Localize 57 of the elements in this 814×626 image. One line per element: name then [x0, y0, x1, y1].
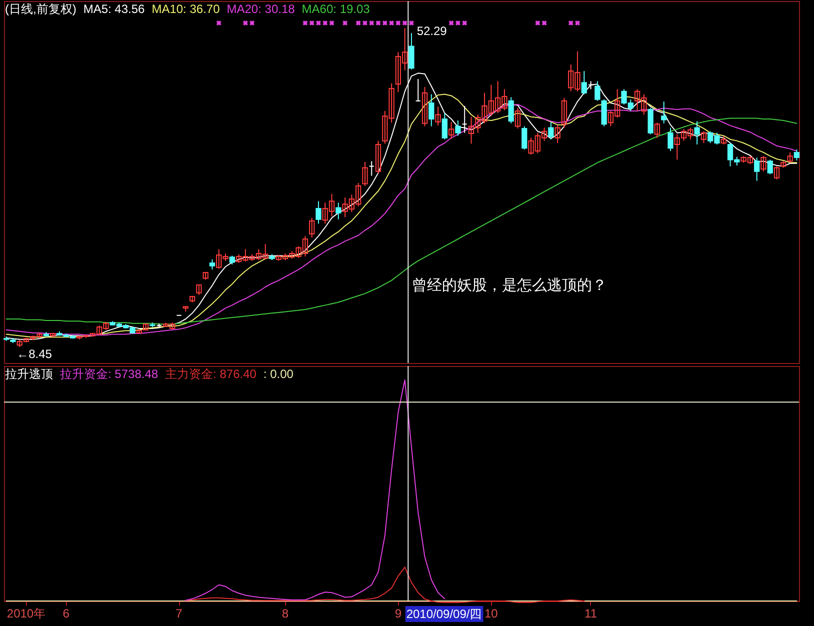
candlestick — [654, 122, 660, 138]
candlestick — [408, 32, 414, 70]
candlestick — [428, 94, 434, 127]
candlestick — [514, 108, 521, 129]
candlestick — [435, 106, 441, 126]
candlestick — [661, 101, 667, 124]
candlestick — [368, 160, 374, 176]
annotation: ←8.45 — [16, 347, 52, 361]
annotation: 曾经的妖股，是怎么逃顶的？ — [412, 277, 607, 294]
annotation: 52.29 — [416, 24, 448, 38]
text: MA20: 30.18 — [226, 2, 295, 16]
x-tick-label: 9 — [394, 606, 402, 620]
candlestick — [601, 98, 607, 127]
candlestick — [774, 166, 780, 180]
candlestick — [462, 105, 468, 134]
x-tick-label: 11 — [584, 606, 598, 620]
candlestick — [415, 78, 421, 102]
text: 拉升资金: 5738.48 — [60, 367, 158, 381]
candlestick — [794, 149, 800, 161]
candlestick — [754, 157, 760, 182]
candlestick — [767, 159, 773, 175]
candlestick — [455, 120, 461, 136]
candlestick — [508, 96, 514, 124]
candlestick — [422, 86, 428, 127]
candlestick — [787, 152, 793, 164]
text: MA5: 43.56 — [83, 2, 145, 16]
candlestick — [209, 258, 216, 270]
candlestick — [336, 202, 342, 220]
text: MA60: 19.03 — [302, 2, 370, 16]
candlestick — [442, 112, 448, 140]
text: : 0.00 — [263, 367, 294, 381]
candlestick — [581, 70, 587, 95]
candlestick — [196, 284, 202, 296]
candlestick — [375, 140, 382, 174]
candlestick — [594, 80, 600, 102]
candlestick — [561, 97, 568, 128]
chart-title: 拉升逃顶 — [5, 367, 53, 381]
candlestick — [309, 217, 315, 238]
candlestick — [694, 120, 700, 145]
candlestick — [554, 124, 560, 144]
candlestick — [362, 161, 368, 186]
candlestick — [522, 126, 528, 150]
candlestick — [668, 127, 674, 152]
candlestick — [548, 121, 554, 140]
x-tick-label: 8 — [282, 606, 289, 620]
candlestick — [316, 200, 322, 224]
x-tick-label: 10 — [484, 606, 498, 620]
candlestick — [448, 121, 454, 140]
chart-title: (日线,前复权) — [5, 2, 76, 16]
x-tick-label: 2010年 — [6, 606, 46, 620]
candlestick — [760, 156, 766, 172]
x-tick-label: 7 — [176, 606, 183, 620]
text: 主力资金: 876.40 — [165, 367, 256, 381]
x-tick-label: 6 — [62, 606, 70, 620]
candlestick — [648, 108, 654, 135]
text: MA10: 36.70 — [152, 2, 220, 16]
candlestick — [700, 130, 707, 144]
